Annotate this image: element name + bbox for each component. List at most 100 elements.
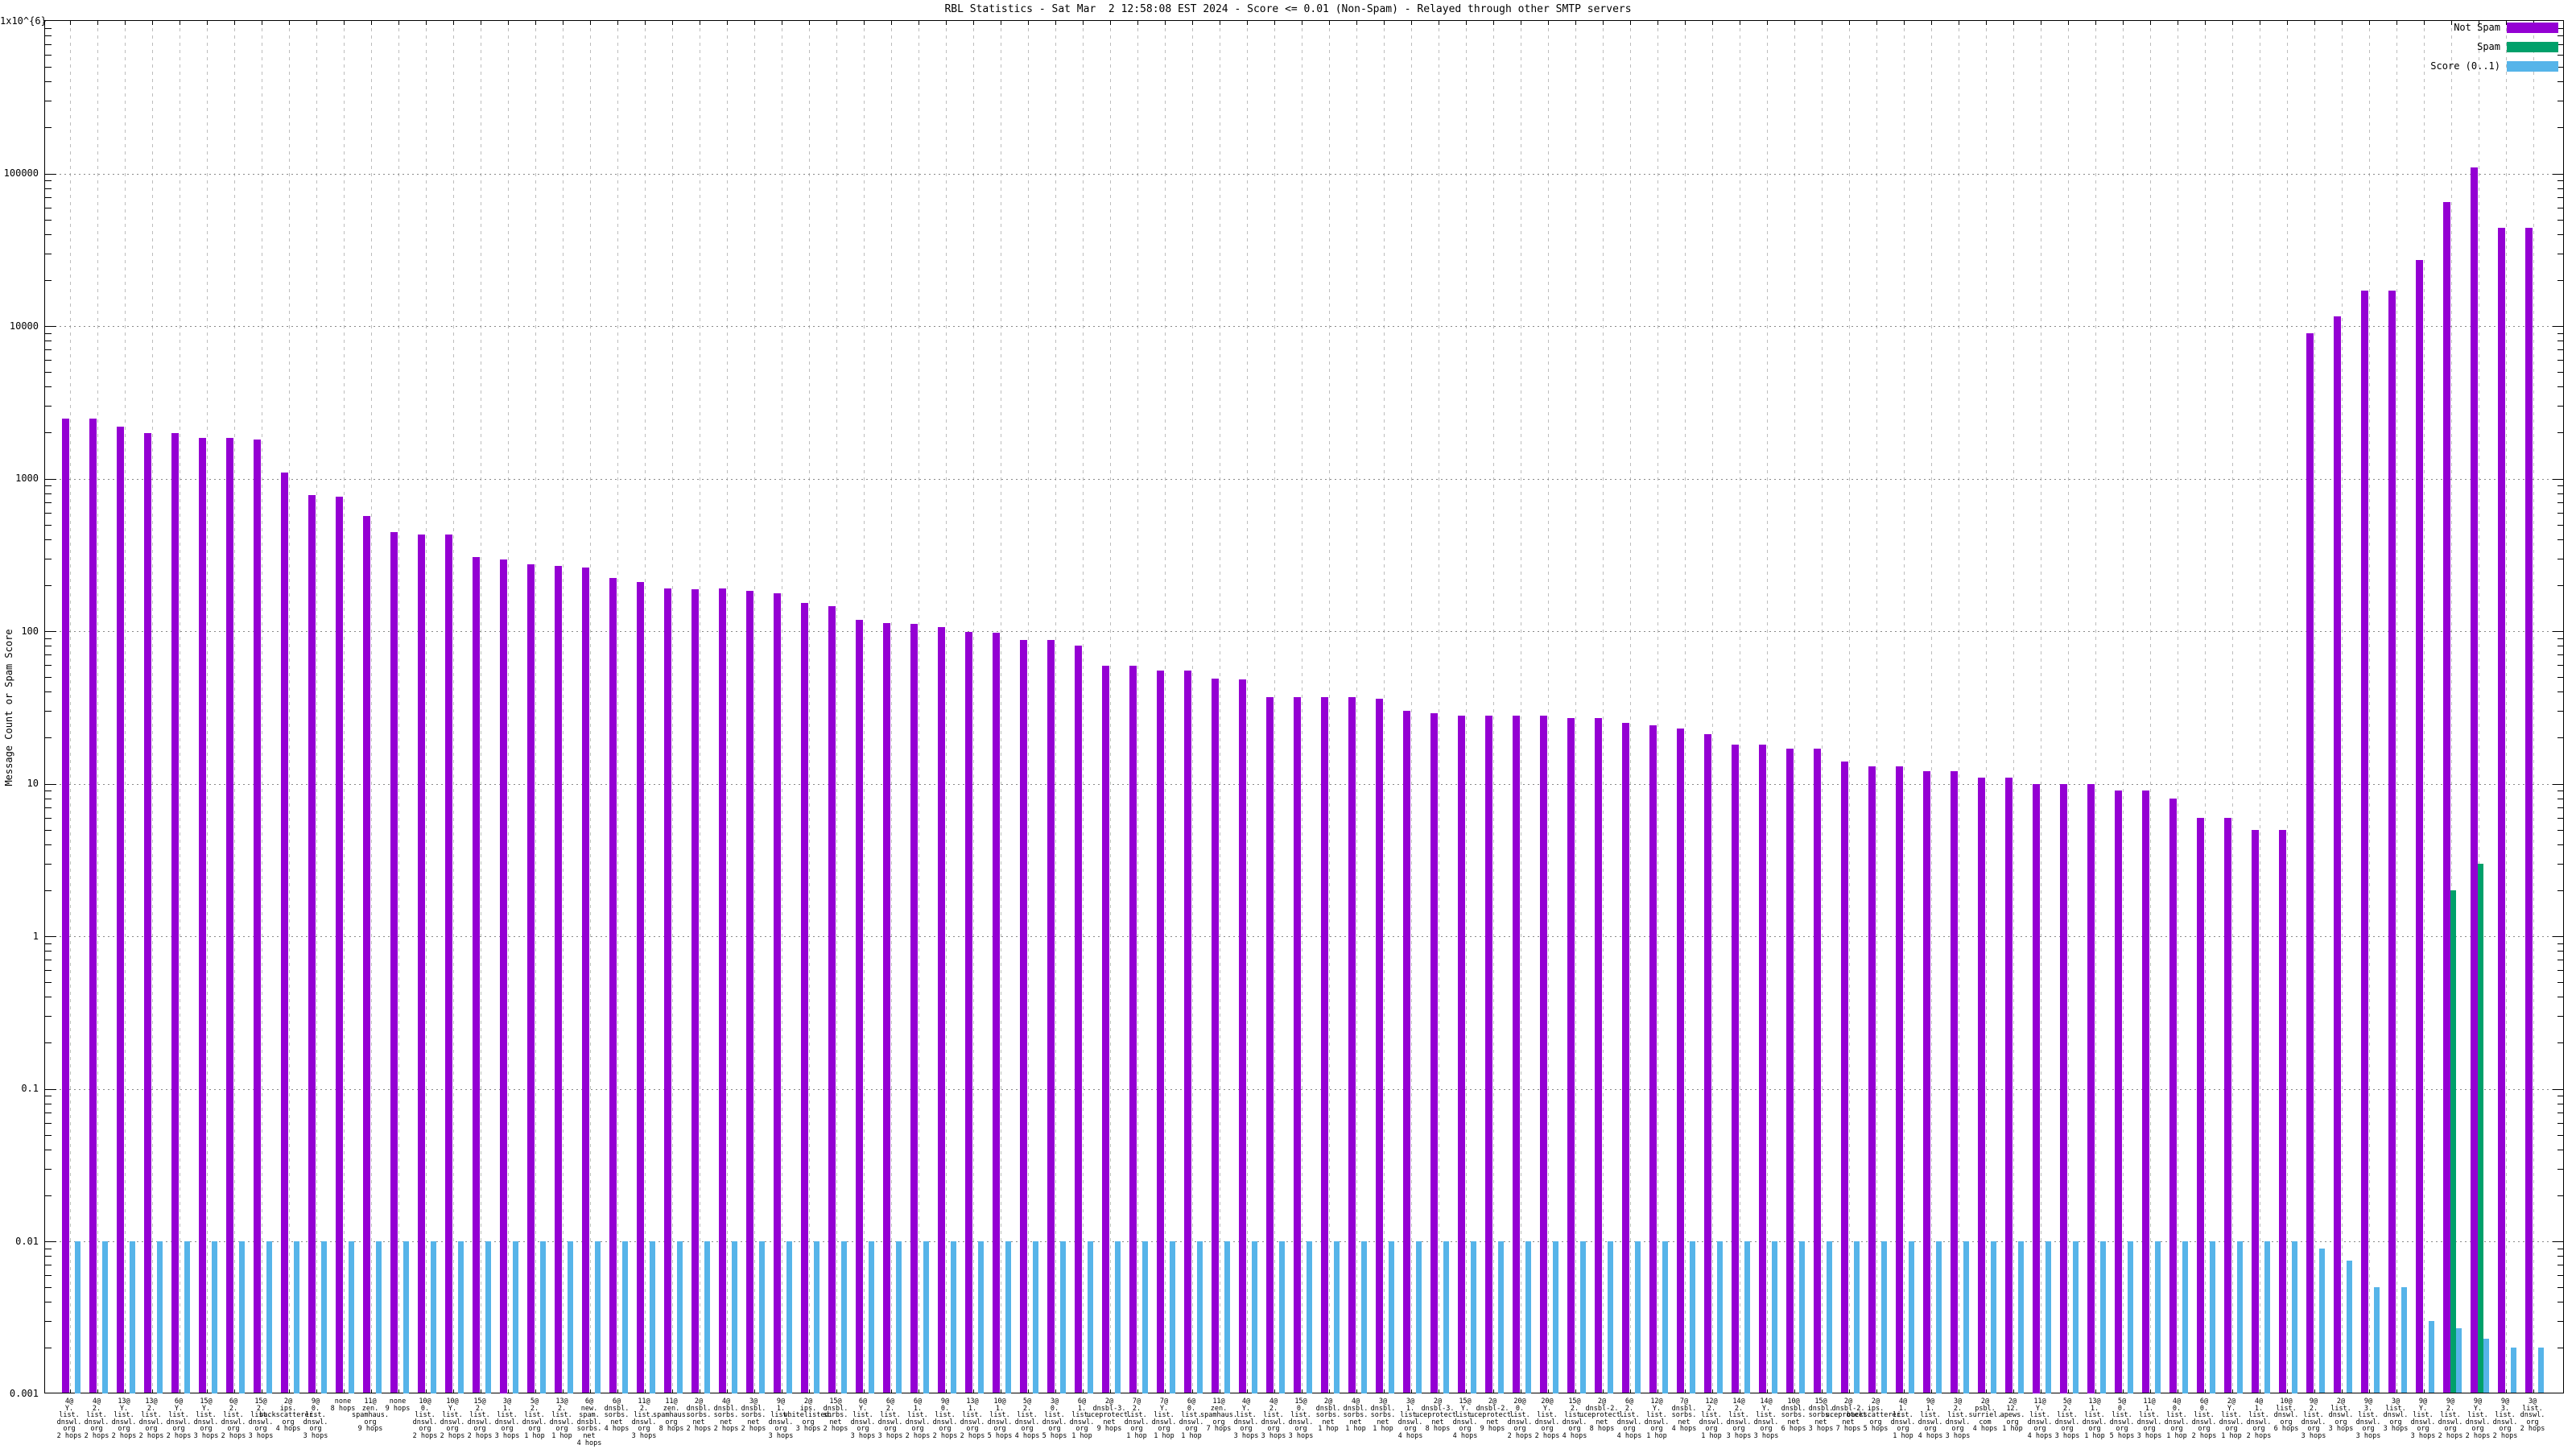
x-tick-label-line: 6@ bbox=[174, 1397, 184, 1406]
x-tick-label-line: list. bbox=[770, 1411, 791, 1420]
x-tick-label-line: 2. bbox=[147, 1404, 156, 1413]
x-tick-label-line: 3 hops bbox=[2355, 1431, 2381, 1440]
gridline-vertical bbox=[2314, 21, 2315, 1394]
bar-not-spam bbox=[1868, 766, 1876, 1393]
axis-tick-category bbox=[1274, 21, 1275, 25]
axis-tick-category bbox=[1822, 1389, 1823, 1393]
axis-tick-minor bbox=[45, 1168, 52, 1170]
axis-tick-category bbox=[371, 21, 372, 25]
x-tick-label-line: dnswl. bbox=[1890, 1418, 1916, 1426]
axis-tick-minor bbox=[45, 432, 52, 434]
bar-score bbox=[1991, 1241, 1996, 1393]
bar-not-spam bbox=[1430, 712, 1438, 1393]
gridline-vertical bbox=[1384, 21, 1385, 1394]
axis-tick-category bbox=[864, 21, 865, 25]
x-tick-label-line: dnswl. bbox=[1753, 1418, 1779, 1426]
axis-tick-category bbox=[70, 21, 71, 25]
y-tick-label: 10 bbox=[27, 778, 39, 789]
axis-tick-minor bbox=[2557, 1042, 2564, 1044]
x-tick-label-line: 6@ bbox=[858, 1397, 868, 1406]
x-tick-label-line: dnswl. bbox=[111, 1418, 137, 1426]
x-tick-label-line: 6@ bbox=[1077, 1397, 1087, 1406]
bar-score bbox=[2100, 1241, 2106, 1393]
axis-tick-category bbox=[1493, 1389, 1494, 1393]
x-tick-label-line: dnsbl. bbox=[1343, 1404, 1368, 1413]
x-tick-label-line: 2 hops bbox=[2246, 1431, 2272, 1440]
x-tick-label-line: 2@ bbox=[1104, 1397, 1114, 1406]
x-tick-label-line: 3@ bbox=[1406, 1397, 1415, 1406]
axis-tick-category bbox=[1548, 1389, 1549, 1393]
bar-not-spam bbox=[1102, 666, 1109, 1393]
axis-tick-category bbox=[508, 21, 509, 25]
axis-tick-minor bbox=[2557, 890, 2564, 891]
bar-score bbox=[2456, 1327, 2462, 1393]
axis-tick-minor bbox=[45, 1256, 52, 1257]
x-tick-label-line: net bbox=[1431, 1418, 1444, 1426]
x-tick-label: 15@ 2. list. dnswl. org 2 hops bbox=[431, 1398, 528, 1440]
axis-tick-minor bbox=[2557, 360, 2564, 361]
gridline-vertical bbox=[2533, 21, 2534, 1394]
bar-score bbox=[184, 1241, 190, 1393]
x-tick-label-line: 2. bbox=[475, 1404, 485, 1413]
axis-tick-category bbox=[1849, 21, 1850, 25]
x-tick-label-line: 2 hops bbox=[56, 1431, 82, 1440]
bar-score bbox=[431, 1241, 436, 1393]
gridline-vertical bbox=[1876, 21, 1877, 1394]
x-tick-label-line: 3 hops bbox=[193, 1431, 219, 1440]
x-tick-label-line: 2 hops bbox=[2465, 1431, 2491, 1440]
x-tick-label-line: org bbox=[1130, 1425, 1143, 1434]
x-tick-label-line: 4 hops bbox=[1671, 1425, 1697, 1434]
axis-tick-minor bbox=[2557, 386, 2564, 388]
axis-tick-category bbox=[946, 1389, 947, 1393]
x-tick-label-line: 2 hops bbox=[138, 1431, 164, 1440]
x-tick-label-line: list. bbox=[86, 1411, 107, 1420]
x-tick-label-line: 9 hops bbox=[1096, 1425, 1122, 1434]
x-tick-label-line: dnswl. bbox=[193, 1418, 219, 1426]
x-tick-label: 15@ Y. list. dnswl. org 4 hops bbox=[1417, 1398, 1513, 1440]
bar-not-spam bbox=[1075, 646, 1082, 1393]
axis-tick-category bbox=[2396, 21, 2397, 25]
bar-score bbox=[1909, 1241, 1914, 1393]
x-tick-label-line: list. bbox=[415, 1411, 436, 1420]
x-tick-label-line: 4@ bbox=[1351, 1397, 1360, 1406]
gridline-vertical bbox=[1247, 21, 1248, 1394]
x-tick-label: 6@ dnsbl. sorbs. net 4 hops bbox=[568, 1398, 665, 1433]
gridline-vertical bbox=[316, 21, 317, 1394]
x-tick-label-line: 6@ bbox=[2199, 1397, 2209, 1406]
x-tick-label-line: dnswl. bbox=[2082, 1418, 2107, 1426]
axis-tick-minor bbox=[2557, 372, 2564, 374]
axis-tick-minor bbox=[2557, 432, 2564, 434]
x-tick-label: 6@ 1. list. dnswl. org 1 hop bbox=[1034, 1398, 1130, 1440]
gridline-vertical bbox=[1028, 21, 1029, 1394]
bar-not-spam bbox=[308, 494, 316, 1393]
x-tick-label-line: 0. bbox=[311, 1404, 320, 1413]
axis-tick-minor bbox=[2557, 737, 2564, 739]
x-tick-label-line: list. bbox=[1154, 1411, 1174, 1420]
axis-tick-category bbox=[1493, 21, 1494, 25]
axis-tick-category bbox=[2451, 21, 2452, 25]
x-tick-label: 9@ 2. list. dnswl. org 2 hops bbox=[2402, 1398, 2499, 1440]
y-tick-label: 100 bbox=[21, 625, 39, 637]
bar-not-spam bbox=[199, 438, 206, 1393]
axis-tick-category bbox=[1137, 1389, 1138, 1393]
x-tick-label-line: 3 hops bbox=[1753, 1431, 1779, 1440]
x-tick-label-line: 2 hops bbox=[2191, 1431, 2217, 1440]
x-tick-label: 10@ list. dnswl. org 6 hops bbox=[2238, 1398, 2334, 1433]
x-tick-label: 3@ 2. list. dnswl. org 3 hops bbox=[1909, 1398, 2006, 1440]
axis-tick-minor bbox=[45, 807, 52, 808]
bar-score bbox=[1224, 1241, 1230, 1393]
axis-tick-minor bbox=[45, 943, 52, 944]
x-tick-label-line: org bbox=[200, 1425, 213, 1434]
bar-not-spam bbox=[2197, 817, 2204, 1393]
x-tick-label: 6@ 0. list. dnswl. org 1 hop bbox=[1143, 1398, 1240, 1440]
x-tick-label-line: 3. bbox=[2363, 1404, 2373, 1413]
x-tick-label-line: org bbox=[911, 1425, 924, 1434]
x-tick-label-line: org bbox=[282, 1418, 295, 1426]
x-tick-label-line: list. bbox=[114, 1411, 134, 1420]
x-tick-label-line: 10@ bbox=[419, 1397, 431, 1406]
bar-score bbox=[2182, 1241, 2188, 1393]
x-tick-label: 9@ 3. list. dnswl. org 2 hops bbox=[2457, 1398, 2553, 1440]
axis-tick-category bbox=[152, 1389, 153, 1393]
bar-not-spam bbox=[1157, 671, 1164, 1393]
legend-entry: Score (0..1) bbox=[2334, 60, 2558, 72]
